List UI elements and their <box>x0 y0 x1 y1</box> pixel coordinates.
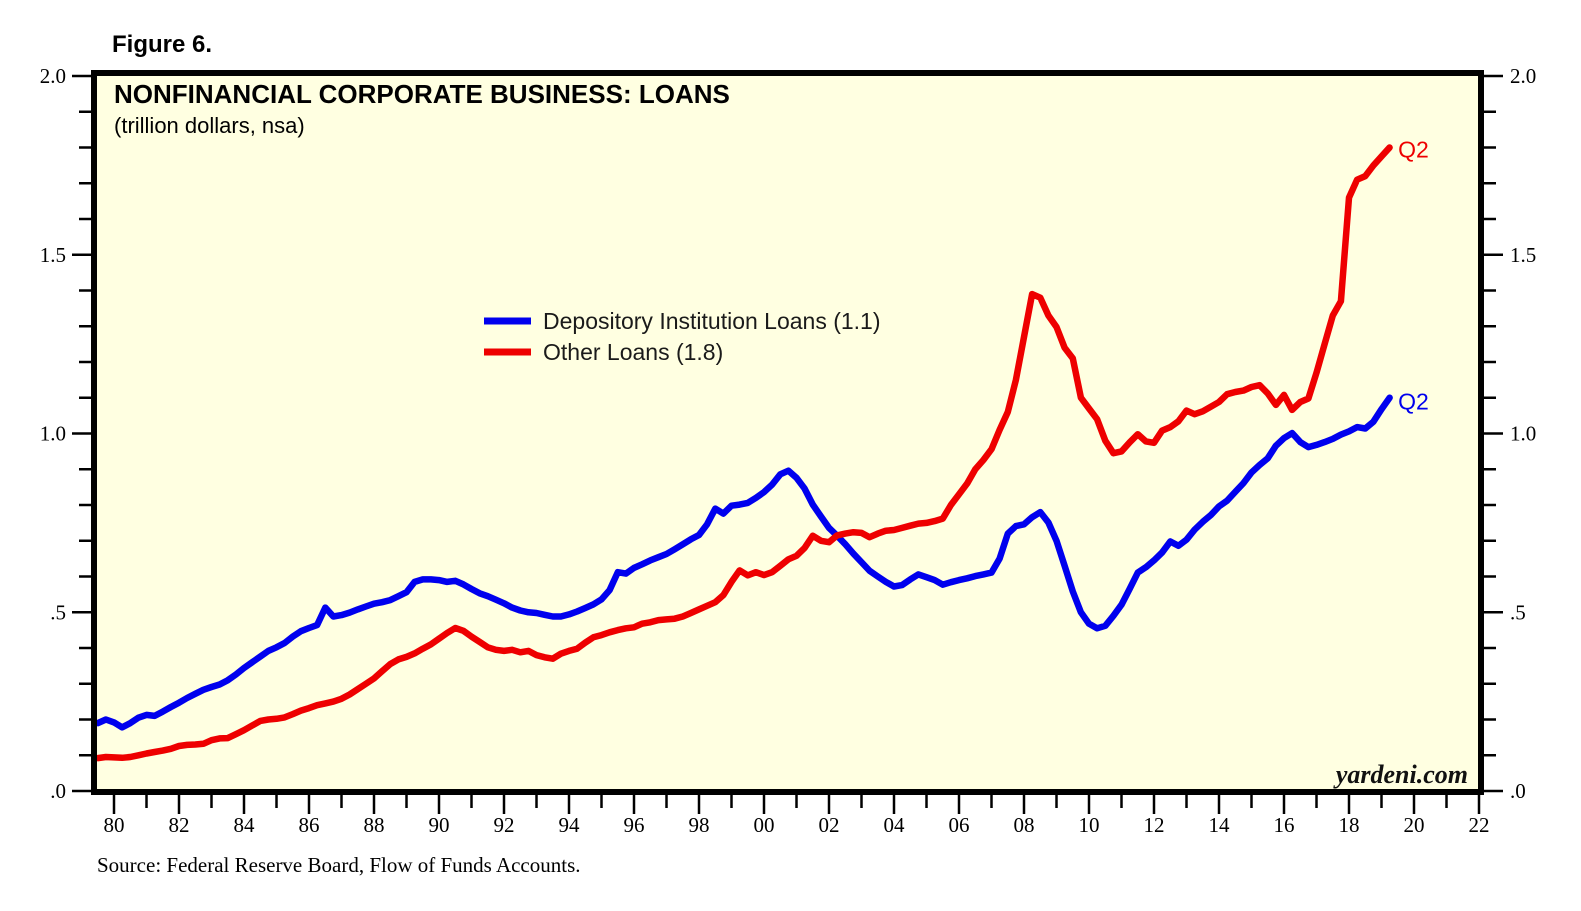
x-tick-label: 84 <box>234 813 256 837</box>
y-tick-label-right: 2.0 <box>1510 64 1536 88</box>
figure-label: Figure 6. <box>112 31 212 58</box>
series-lines <box>94 144 1393 762</box>
x-tick-label: 92 <box>494 813 515 837</box>
x-tick-label: 00 <box>754 813 775 837</box>
y-tick-label-right: .0 <box>1510 779 1526 803</box>
y-tick-label-right: 1.5 <box>1510 243 1536 267</box>
x-tick-label: 96 <box>624 813 645 837</box>
x-tick-label: 88 <box>364 813 385 837</box>
other-loans-line <box>94 144 1393 762</box>
y-tick-label-left: 2.0 <box>40 64 66 88</box>
source-note: Source: Federal Reserve Board, Flow of F… <box>97 853 581 877</box>
watermark: yardeni.com <box>1333 760 1468 789</box>
x-tick-label: 22 <box>1469 813 1490 837</box>
chart-title: NONFINANCIAL CORPORATE BUSINESS: LOANS <box>114 79 730 109</box>
y-tick-label-right: .5 <box>1510 600 1526 624</box>
depository-institution-loans-line <box>94 394 1393 731</box>
x-tick-label: 08 <box>1014 813 1035 837</box>
y-tick-label-left: .5 <box>50 600 66 624</box>
axes: 80 82 84 86 88 90 92 94 96 98 00 02 04 06 08 10 12 14 16 18… <box>40 64 1537 837</box>
x-tick-label: 98 <box>689 813 710 837</box>
plot-background <box>94 73 1481 792</box>
x-tick-label: 20 <box>1404 813 1425 837</box>
x-tick-label: 04 <box>884 813 906 837</box>
y-tick-label-left: 1.0 <box>40 422 66 446</box>
x-tick-label: 16 <box>1274 813 1295 837</box>
x-tick-label: 06 <box>949 813 970 837</box>
x-tick-label: 10 <box>1079 813 1100 837</box>
x-tick-label: 90 <box>429 813 450 837</box>
x-tick-label: 86 <box>299 813 320 837</box>
plot-border <box>91 70 1484 795</box>
x-tick-label: 94 <box>559 813 581 837</box>
y-tick-label-left: 1.5 <box>40 243 66 267</box>
y-tick-label-right: 1.0 <box>1510 422 1536 446</box>
period-label: Q2 <box>1398 388 1429 414</box>
legend: Depository Institution Loans (1.1) Other… <box>484 308 881 365</box>
legend-label-depository-loans: Depository Institution Loans (1.1) <box>543 308 881 334</box>
x-tick-label: 14 <box>1209 813 1231 837</box>
series-end-labels: Q2 Q2 <box>1398 136 1429 414</box>
chart-subtitle: (trillion dollars, nsa) <box>114 113 305 138</box>
x-tick-label: 12 <box>1144 813 1165 837</box>
x-tick-label: 82 <box>169 813 190 837</box>
period-label: Q2 <box>1398 136 1429 162</box>
x-tick-label: 18 <box>1339 813 1360 837</box>
y-tick-label-left: .0 <box>50 779 66 803</box>
x-tick-label: 02 <box>819 813 840 837</box>
x-tick-label: 80 <box>104 813 125 837</box>
legend-label-other-loans: Other Loans (1.8) <box>543 339 723 365</box>
